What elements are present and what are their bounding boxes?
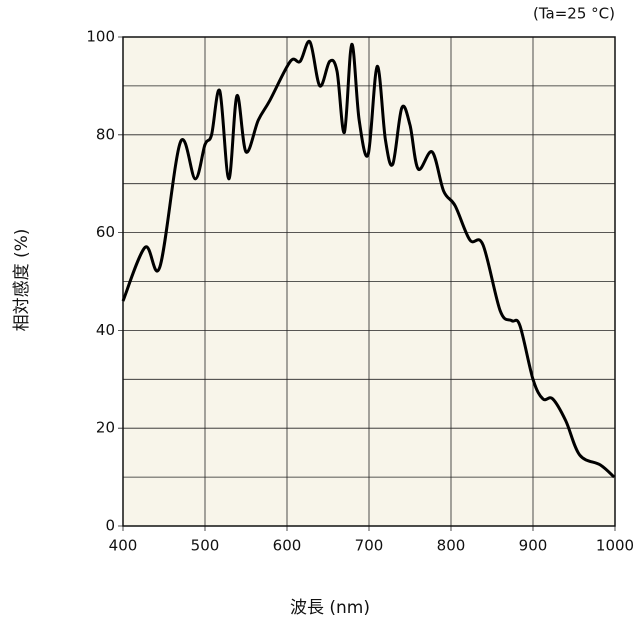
x-tick-label: 800 xyxy=(437,537,466,555)
x-tick-label: 1000 xyxy=(596,537,634,555)
y-tick-label: 60 xyxy=(96,223,115,241)
y-tick-label: 80 xyxy=(96,125,115,143)
y-axis-label: 相対感度 (%) xyxy=(12,229,32,332)
x-tick-label: 400 xyxy=(109,537,138,555)
data-line xyxy=(121,39,616,479)
annotation: (Ta=25 °C) xyxy=(533,5,615,23)
x-tick-label: 700 xyxy=(355,537,384,555)
y-tick-label: 0 xyxy=(105,517,115,535)
y-tick-label: 40 xyxy=(96,321,115,339)
y-tick-label: 100 xyxy=(86,28,115,46)
y-tick-label: 20 xyxy=(96,419,115,437)
x-tick-label: 600 xyxy=(273,537,302,555)
x-tick-label: 500 xyxy=(191,537,220,555)
x-tick-label: 900 xyxy=(519,537,548,555)
x-axis-label: 波長 (nm) xyxy=(290,598,370,618)
plot-frame xyxy=(122,36,616,527)
